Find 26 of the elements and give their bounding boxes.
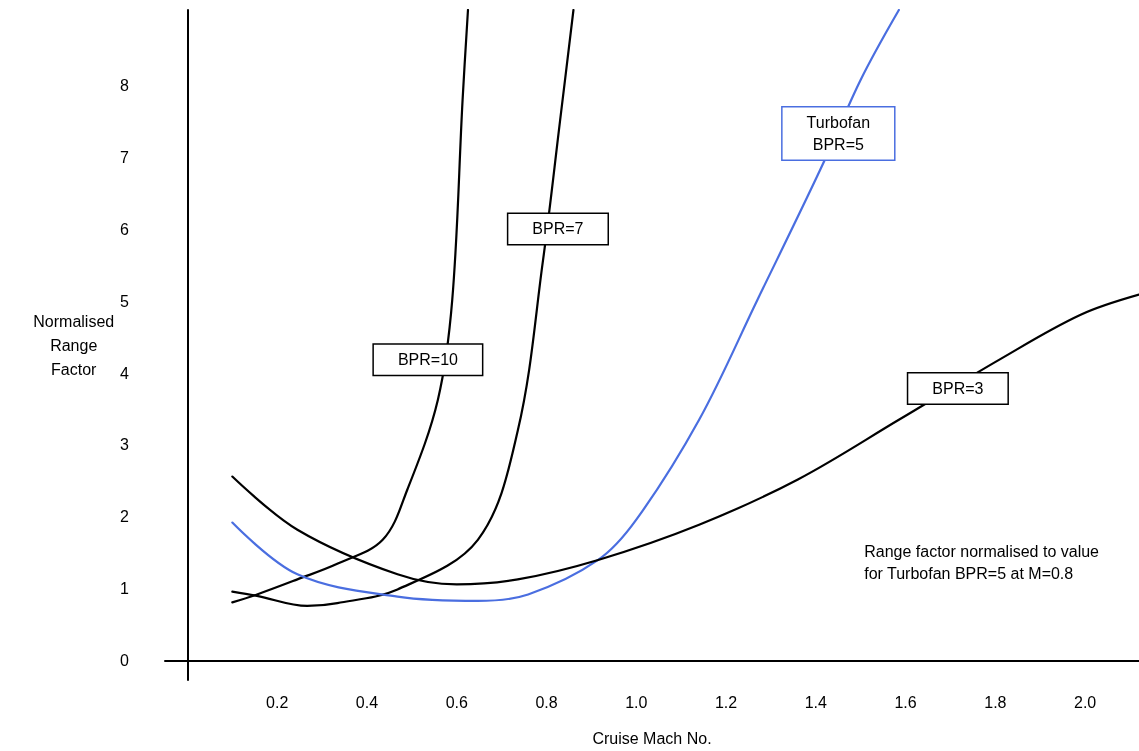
x-tick-label: 0.8 (535, 693, 558, 711)
series-label: BPR=10 (397, 351, 459, 369)
y-tick-label: 8 (120, 76, 130, 94)
x-tick-label: 1.4 (804, 693, 828, 711)
x-tick-label: 2.0 (1074, 693, 1097, 711)
x-tick-label: 0.6 (445, 693, 468, 711)
x-tick-label: 1.6 (894, 693, 917, 711)
y-tick-label: 7 (120, 148, 130, 166)
annotation: Range factor normalised to value for Turbofan BPR=5 at M=0.8 (864, 542, 1100, 582)
series-label: BPR=3 (932, 379, 984, 397)
y-tick-label: 4 (120, 364, 130, 382)
x-tick-label: 1.8 (984, 693, 1007, 711)
y-tick-label: 3 (120, 436, 130, 454)
x-tick-label: 1.0 (625, 693, 648, 711)
y-tick-label: 2 (120, 508, 130, 526)
x-tick-label: 0.2 (266, 693, 289, 711)
y-tick-label: 1 (120, 580, 130, 598)
y-axis-title: Normalised Range Factor (33, 312, 115, 378)
x-axis-title: Cruise Mach No. (592, 729, 712, 747)
x-tick-label: 0.4 (355, 693, 379, 711)
series-label: Turbofan BPR=5 (806, 114, 871, 154)
y-tick-label: 5 (120, 292, 130, 310)
series-label: BPR=7 (532, 220, 584, 238)
y-tick-label: 6 (120, 220, 130, 238)
y-tick-label: 0 (120, 652, 130, 670)
x-tick-label: 1.2 (714, 693, 738, 711)
